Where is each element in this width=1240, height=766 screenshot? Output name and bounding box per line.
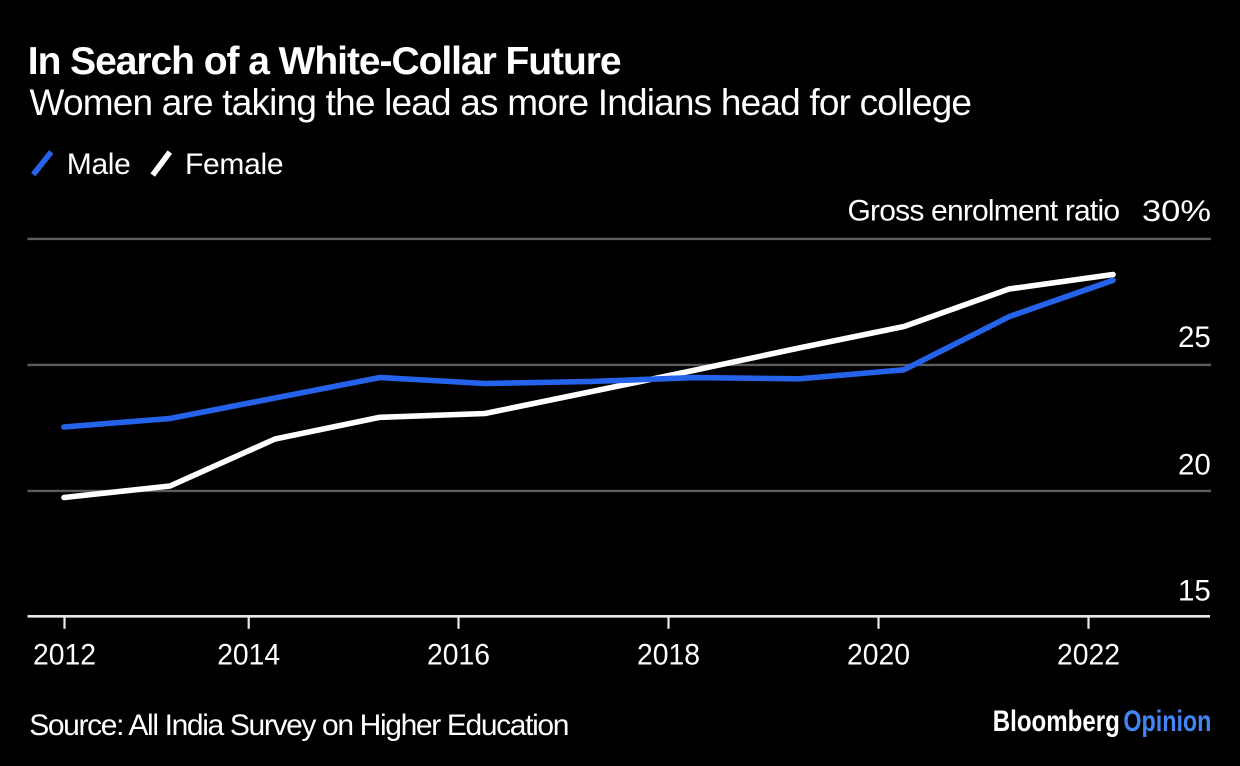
svg-text:Male: Male	[67, 148, 131, 181]
svg-text:Female: Female	[185, 148, 284, 181]
svg-text:Source: All India Survey on Hi: Source: All India Survey on Higher Educa…	[29, 709, 569, 742]
svg-text:2012: 2012	[33, 639, 96, 672]
svg-text:15: 15	[1178, 574, 1211, 607]
svg-text:2016: 2016	[427, 639, 490, 672]
svg-text:2018: 2018	[637, 639, 700, 672]
svg-text:2020: 2020	[847, 639, 910, 672]
svg-text:30%: 30%	[1142, 195, 1211, 228]
svg-text:In Search of a White-Collar Fu: In Search of a White-Collar Future	[28, 40, 622, 83]
svg-text:20: 20	[1178, 448, 1211, 481]
svg-text:2014: 2014	[217, 639, 280, 672]
svg-text:Opinion: Opinion	[1123, 705, 1211, 738]
svg-text:Gross enrolment ratio: Gross enrolment ratio	[848, 195, 1121, 228]
svg-text:Women are taking the lead as m: Women are taking the lead as more Indian…	[30, 82, 973, 123]
svg-text:25: 25	[1178, 321, 1211, 354]
svg-text:Bloomberg: Bloomberg	[993, 705, 1120, 738]
svg-text:2022: 2022	[1057, 639, 1120, 672]
